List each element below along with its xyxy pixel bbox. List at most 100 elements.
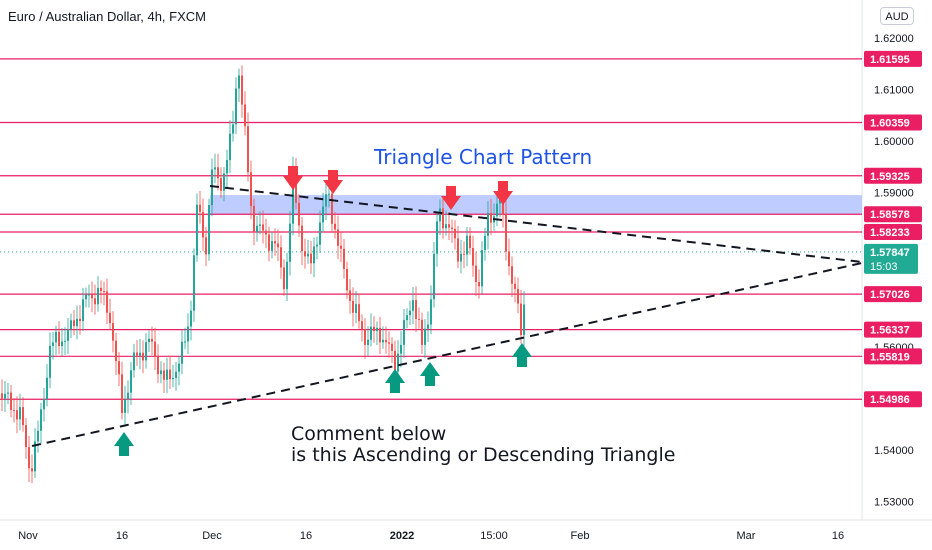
candle-body [412,300,414,311]
candle-body [391,343,393,351]
candle-body [247,126,249,173]
candle-body [310,253,312,264]
candle-body [355,304,357,313]
comment-line-1: Comment below [291,423,446,445]
candle-body [142,352,144,361]
candle-body [73,320,75,327]
candle-body [202,211,204,238]
candle-body [199,204,201,212]
candle-body [427,324,429,329]
candle-body [481,250,483,287]
candle-body [445,224,447,229]
candle-body [193,255,195,311]
candle-body [118,361,120,375]
candle-body [358,304,360,322]
candle-body [166,369,168,380]
candle-body [364,329,366,345]
grid [0,0,932,521]
current-price-bg [864,243,918,274]
level-label-bg [864,167,922,184]
candle-body [319,222,321,245]
candle-body [268,234,270,251]
candle-body [385,339,387,343]
candle-body [19,407,21,420]
candle-body [148,338,150,343]
price-tick-label: 1.59000 [874,188,914,200]
candle-body [331,193,333,224]
candle-body [397,353,399,372]
price-tick-label: 1.61000 [874,85,914,97]
candle-body [34,441,36,472]
time-tick-label: 2022 [390,530,414,542]
candle-body [106,291,108,313]
candle-body [502,199,504,215]
ascending-trendline [31,262,863,447]
candle-body [328,193,330,195]
comment-line-2: is this Ascending or Descending Triangle [291,444,675,466]
candle-body [40,409,42,431]
candle-body [253,206,255,232]
current-price-label: 1.57847 [870,247,910,259]
candle-body [160,370,162,375]
level-label-bg [864,50,922,67]
up-arrow-icon [114,432,134,456]
candle-body [520,303,522,336]
candle-body [178,363,180,372]
candle-body [424,328,426,345]
candle-body [349,290,351,301]
candle-body [505,214,507,252]
candle-body [208,205,210,255]
candle-body [103,291,105,293]
candles [1,65,525,484]
candle-body [4,393,6,399]
candle-body [241,75,243,105]
candle-body [382,339,384,343]
candle-body [46,377,48,399]
candle-body [235,88,237,125]
arrows [114,166,532,456]
candle-body [49,345,51,378]
candle-body [211,169,213,206]
candle-body [124,399,126,413]
candle-body [400,344,402,354]
candle-body [250,172,252,207]
time-tick-label: Feb [571,530,590,542]
candle-body [454,228,456,239]
level-label-bg [864,321,922,338]
candle-body [217,167,219,179]
level-label-bg [864,348,922,365]
candle-body [37,430,39,442]
candle-body [313,246,315,264]
candle-body [472,248,474,266]
candle-body [187,326,189,342]
pattern-title: Triangle Chart Pattern [373,145,592,169]
candle-body [1,393,3,399]
candle-body [523,304,525,336]
candle-body [499,199,501,204]
candle-body [76,318,78,327]
candle-body [289,223,291,262]
candle-body [130,370,132,393]
candle-body [223,173,225,191]
candle-body [127,392,129,400]
candle-body [316,244,318,247]
candle-body [346,268,348,291]
candle-body [457,238,459,262]
candle-body [265,230,267,235]
candle-body [373,326,375,332]
candle-body [448,224,450,228]
level-label: 1.61595 [870,54,910,66]
currency-button[interactable]: AUD [880,7,914,25]
candle-body [55,331,57,343]
candle-body [325,194,327,207]
candle-body [154,341,156,357]
candle-body [298,202,300,226]
price-tick-label: 1.53000 [874,497,914,509]
candle-body [490,212,492,223]
level-label-bg [864,391,922,408]
candle-body [343,248,345,269]
candle-body [70,320,72,330]
up-arrow-icon [512,343,532,367]
candle-body [484,235,486,251]
